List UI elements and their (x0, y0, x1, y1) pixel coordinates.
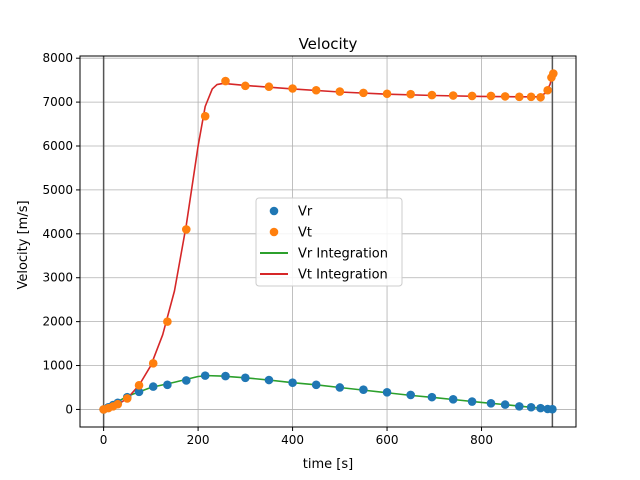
data-point (382, 388, 392, 397)
series-line (103, 374, 553, 411)
legend-label: Vt (298, 226, 312, 241)
data-point (288, 84, 297, 93)
y-tick-label: 1000 (42, 359, 73, 373)
data-point (181, 376, 191, 385)
data-point (113, 399, 123, 409)
data-point (221, 76, 230, 86)
data-point (406, 89, 415, 99)
data-point (288, 378, 297, 387)
data-point (448, 91, 458, 100)
legend-label: Vr Integration (298, 247, 388, 262)
y-tick-label: 4000 (42, 227, 73, 241)
data-point (359, 385, 368, 394)
data-point (526, 402, 536, 412)
x-axis-label: time [s] (303, 457, 353, 472)
data-point (163, 380, 172, 390)
x-tick-label: 200 (187, 433, 210, 447)
y-tick-label: 6000 (42, 139, 73, 153)
plot-area (99, 56, 558, 427)
data-point (359, 88, 368, 98)
y-tick-label: 7000 (42, 95, 73, 109)
x-tick-label: 800 (470, 433, 493, 447)
data-point (241, 373, 250, 383)
data-point (467, 91, 477, 101)
data-point (536, 92, 545, 102)
axes: 0 200 400 600 800010002000300040005000600070… (42, 51, 577, 447)
data-point (549, 69, 558, 78)
data-point (221, 371, 230, 381)
data-point (134, 387, 144, 397)
data-point (241, 81, 250, 91)
legend-label: Vt Integration (298, 268, 388, 283)
data-point (548, 404, 557, 414)
data-point (406, 390, 415, 400)
x-tick-label: 400 (281, 433, 304, 447)
data-point (134, 380, 144, 390)
data-point (448, 395, 458, 404)
legend: Vr Vt Vr Integration Vt Integration (255, 197, 403, 287)
legend-marker (269, 206, 279, 216)
data-point (427, 90, 437, 100)
data-point (311, 85, 321, 95)
y-tick-label: 0 (65, 402, 73, 416)
legend-box (255, 197, 403, 287)
data-point (467, 397, 477, 406)
data-point (543, 85, 552, 95)
data-point (264, 82, 274, 92)
chart-title: Velocity (299, 35, 358, 53)
y-axis-label: Velocity [m/s] (16, 200, 31, 289)
data-point (382, 89, 392, 99)
data-point (335, 383, 345, 392)
data-point (200, 111, 210, 121)
data-point (181, 225, 191, 234)
data-point (486, 91, 496, 101)
data-point (163, 317, 172, 326)
data-point (200, 371, 210, 380)
data-point (264, 375, 274, 385)
x-tick-label: 600 (376, 433, 399, 447)
grid (80, 56, 576, 427)
data-point (148, 382, 158, 391)
data-point (335, 87, 345, 96)
data-point (486, 398, 496, 408)
data-point (526, 92, 536, 102)
legend-label: Vr (298, 205, 313, 220)
y-tick-label: 2000 (42, 315, 73, 329)
data-point (515, 92, 524, 102)
y-tick-label: 8000 (42, 51, 73, 65)
data-point (148, 359, 158, 368)
data-point (427, 392, 437, 402)
data-point (500, 400, 510, 409)
data-point (122, 394, 132, 403)
y-tick-label: 5000 (42, 183, 73, 197)
y-tick-label: 3000 (42, 271, 73, 285)
data-point (311, 380, 321, 390)
x-tick-label: 0 (100, 433, 108, 447)
data-point (500, 92, 510, 101)
data-point (515, 402, 524, 411)
data-point (536, 403, 545, 413)
legend-marker (269, 227, 279, 237)
axes-frame (79, 55, 577, 428)
